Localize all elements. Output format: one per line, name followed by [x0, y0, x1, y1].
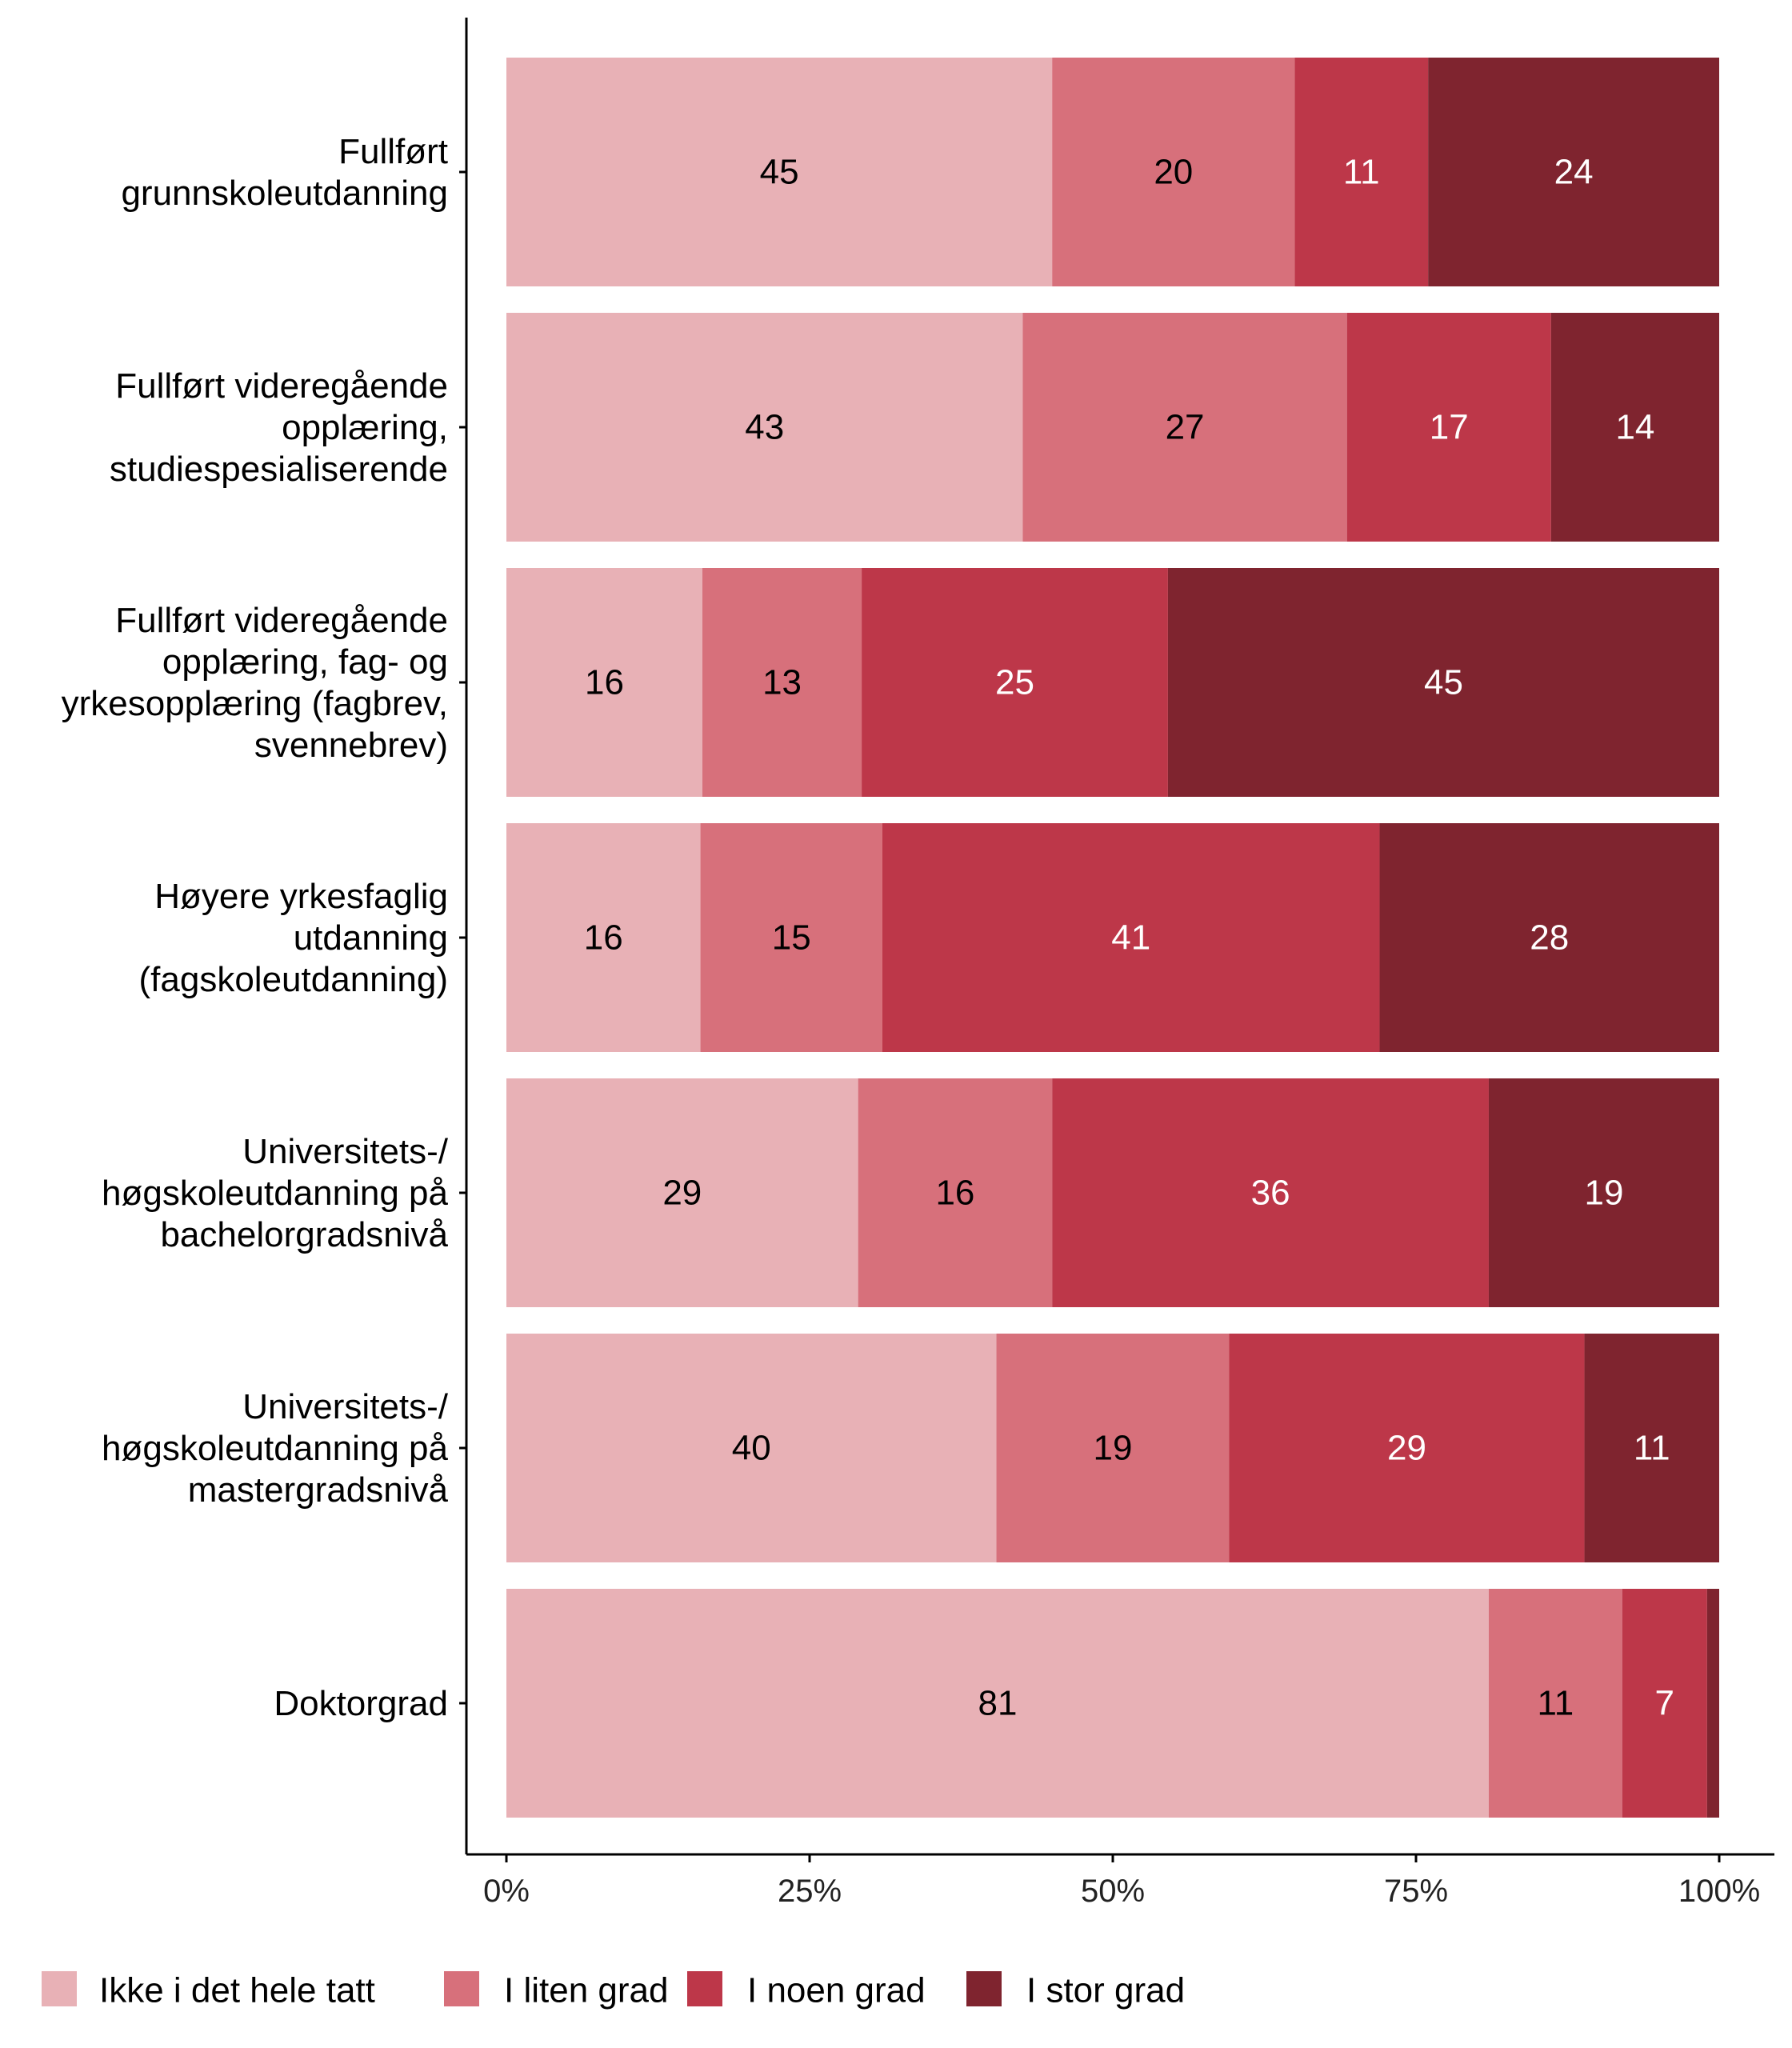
bar-segment [1428, 58, 1719, 286]
data-label: 40 [732, 1429, 771, 1468]
data-label: 28 [1530, 918, 1569, 958]
category-labels-layer: Fullført grunnskoleutdanning Fullført vide… [62, 132, 449, 1723]
data-label: 17 [1430, 408, 1469, 447]
bar-segment [702, 568, 862, 797]
data-label: 16 [584, 918, 623, 958]
data-label: 36 [1251, 1174, 1290, 1213]
data-label: 11 [1634, 1429, 1670, 1468]
bar-segment [700, 823, 882, 1052]
category-label: Universitets-/høgskoleutdanning på bachel… [102, 1132, 449, 1254]
category-label: Høyere yrkesfaglig utdanning (fagskoleutda… [139, 877, 448, 999]
bar-segment [506, 1589, 1489, 1818]
data-label: 7 [1655, 1684, 1674, 1723]
data-label: 25 [995, 663, 1034, 702]
bar-segment [506, 313, 1023, 542]
bar-segment [1706, 1589, 1719, 1818]
bar-segment [1488, 1589, 1622, 1818]
category-label: Fullført videregående opplæring, studiespe… [110, 366, 448, 489]
bars-layer [506, 58, 1719, 1818]
data-label: 29 [1387, 1429, 1426, 1468]
bar-segment [506, 823, 701, 1052]
data-label: 43 [745, 408, 784, 447]
x-tick-label: 25% [778, 1874, 842, 1909]
bar-segment [1294, 58, 1429, 286]
bar-segment [1167, 568, 1719, 797]
legend-label: I liten grad [504, 1971, 668, 2010]
bar-segment [882, 823, 1380, 1052]
x-tick-label: 100% [1678, 1874, 1760, 1909]
x-tick-label: 50% [1081, 1874, 1145, 1909]
bar-segment [506, 1334, 997, 1562]
data-label: 41 [1111, 918, 1150, 958]
bar-segment [1052, 1078, 1489, 1307]
bar-segment [506, 568, 703, 797]
data-label: 14 [1615, 408, 1654, 447]
legend-swatch [42, 1971, 77, 2006]
bar-segment [858, 1078, 1053, 1307]
bar-segment [506, 1078, 858, 1307]
bar-segment [1346, 313, 1551, 542]
data-label: 15 [772, 918, 811, 958]
data-label: 11 [1343, 153, 1380, 192]
legend-label: Ikke i det hele tatt [99, 1971, 375, 2010]
data-label: 19 [1585, 1174, 1624, 1213]
legend: Ikke i det hele tatt I liten grad I noen g… [42, 1971, 1185, 2010]
bar-segment [1622, 1589, 1707, 1818]
category-label: Fullført videregående opplæring, fag- og y… [62, 601, 448, 765]
data-label: 16 [935, 1174, 974, 1213]
category-label: Universitets-/høgskoleutdanning på master… [102, 1387, 449, 1510]
data-label: 81 [978, 1684, 1018, 1723]
data-label: 16 [585, 663, 624, 702]
x-tick-label: 0% [483, 1874, 530, 1909]
bar-segment [506, 58, 1053, 286]
bar-segment [1022, 313, 1347, 542]
data-label: 19 [1094, 1429, 1133, 1468]
data-label: 11 [1537, 1684, 1574, 1723]
x-tick-label: 75% [1384, 1874, 1448, 1909]
axes-layer: 0% 25% 50% 75% 100% [459, 18, 1774, 1909]
bar-segment [1550, 313, 1719, 542]
data-label: 29 [662, 1174, 702, 1213]
data-labels-layer: 45 20 11 24 43 27 17 14 16 13 25 45 16 15 41 28 29 16 36 19… [584, 153, 1674, 1723]
bar-segment [1379, 823, 1719, 1052]
legend-label: I noen grad [747, 1971, 926, 2010]
bar-segment [862, 568, 1168, 797]
category-label: Fullført grunnskoleutdanning [121, 132, 448, 213]
legend-swatch [966, 1971, 1002, 2006]
data-label: 45 [1424, 663, 1463, 702]
category-label: Doktorgrad [274, 1684, 448, 1723]
legend-swatch [444, 1971, 479, 2006]
bar-segment [1488, 1078, 1719, 1307]
legend-label: I stor grad [1026, 1971, 1185, 2010]
data-label: 20 [1154, 153, 1193, 192]
legend-swatch [687, 1971, 722, 2006]
data-label: 27 [1166, 408, 1205, 447]
bar-segment [1584, 1334, 1719, 1562]
data-label: 13 [762, 663, 802, 702]
data-label: 24 [1554, 153, 1594, 192]
data-label: 45 [760, 153, 799, 192]
bar-segment [1052, 58, 1295, 286]
bar-segment [996, 1334, 1230, 1562]
bar-segment [1229, 1334, 1585, 1562]
